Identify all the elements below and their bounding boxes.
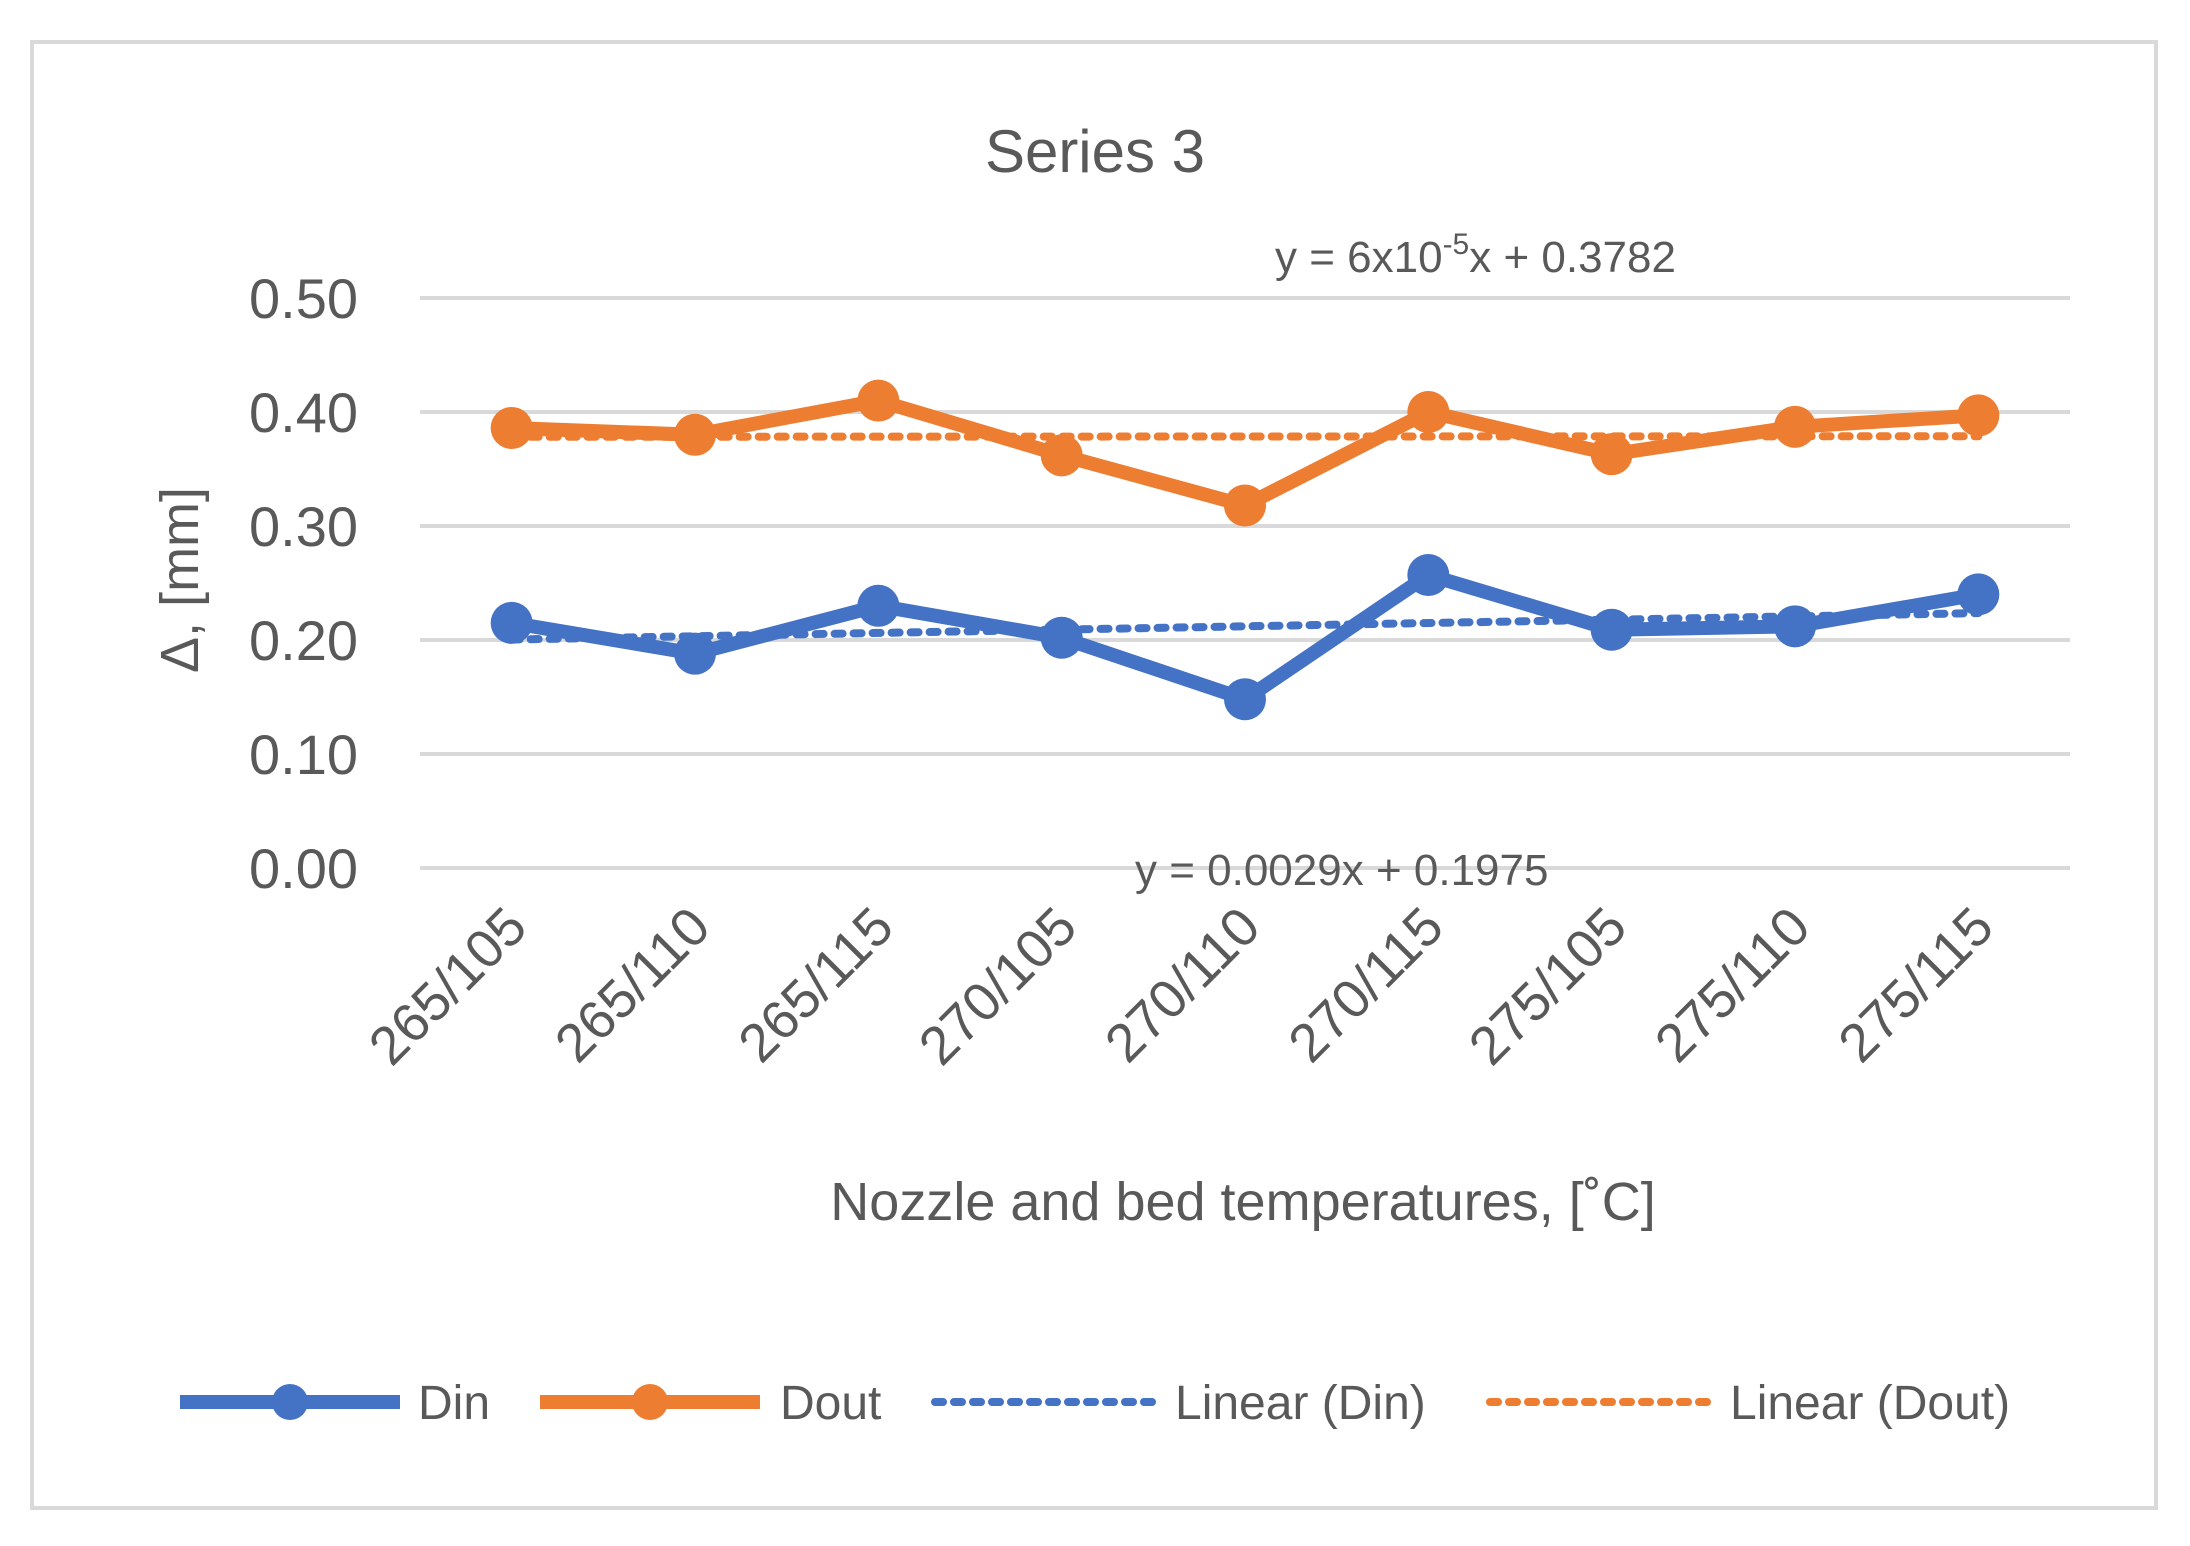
din-trend-equation: y = 0.0029x + 0.1975	[1135, 846, 1548, 895]
x-tick-label: 275/105	[1458, 896, 1638, 1076]
data-point-dout	[857, 379, 900, 422]
data-point-din	[1774, 605, 1816, 648]
y-tick-label: 0.20	[249, 609, 358, 672]
legend-item-din: Din	[180, 1377, 490, 1430]
x-tick-label: 265/110	[544, 896, 722, 1074]
x-tick-label: 265/105	[358, 896, 538, 1076]
legend: Din Dout Linear (Din) Linear (Dout)	[180, 1377, 2010, 1430]
legend-item-linear-din: Linear (Din)	[931, 1377, 1426, 1430]
legend-item-dout: Dout	[540, 1377, 881, 1430]
gridlines	[420, 296, 2070, 870]
x-tick-label: 270/105	[908, 896, 1088, 1076]
data-point-dout	[1590, 433, 1633, 476]
y-tick-label: 0.00	[249, 837, 358, 900]
data-point-dout	[490, 406, 533, 449]
legend-label-din: Din	[418, 1377, 490, 1430]
x-tick-label: 270/110	[1094, 896, 1272, 1074]
chart-title: Series 3	[985, 118, 1205, 185]
x-tick-labels: 265/105 265/110 265/115 270/105 270/110 270/1…	[358, 896, 2005, 1076]
data-point-din	[490, 601, 533, 644]
data-point-dout	[674, 413, 716, 456]
x-tick-label: 275/115	[1827, 896, 2005, 1074]
x-tick-label: 265/115	[727, 896, 905, 1074]
data-point-din	[1590, 608, 1633, 651]
y-axis-label: Δ, [mm]	[150, 487, 210, 673]
data-point-din	[1040, 616, 1083, 659]
data-point-dout	[1407, 391, 1450, 433]
data-point-dout	[1224, 484, 1266, 527]
data-point-din	[1957, 573, 2000, 616]
series-lines	[490, 379, 2000, 721]
legend-label-dout: Dout	[780, 1377, 881, 1430]
dout-trend-equation: y = 6x10-5x + 0.3782	[1275, 228, 1676, 282]
data-point-dout	[1957, 394, 2000, 437]
x-tick-label: 275/110	[1644, 896, 1822, 1074]
y-tick-labels: 0.00 0.10 0.20 0.30 0.40 0.50	[249, 267, 358, 900]
data-point-din	[1224, 678, 1266, 721]
y-tick-label: 0.10	[249, 723, 358, 786]
x-tick-label: 270/115	[1277, 896, 1455, 1074]
data-point-din	[674, 632, 716, 675]
data-point-dout	[1040, 434, 1083, 477]
legend-label-linear-din: Linear (Din)	[1175, 1377, 1426, 1430]
y-tick-label: 0.30	[249, 495, 358, 558]
x-axis-label: Nozzle and bed temperatures, [˚C]	[830, 1172, 1655, 1232]
data-point-din	[857, 584, 900, 627]
data-point-din	[1407, 554, 1450, 597]
trendlines	[507, 432, 1983, 644]
y-tick-label: 0.40	[249, 381, 358, 444]
legend-label-linear-dout: Linear (Dout)	[1730, 1377, 2010, 1430]
legend-item-linear-dout: Linear (Dout)	[1486, 1377, 2010, 1430]
data-point-dout	[1774, 405, 1816, 448]
chart-frame	[30, 40, 2158, 1510]
y-tick-label: 0.50	[249, 267, 358, 330]
